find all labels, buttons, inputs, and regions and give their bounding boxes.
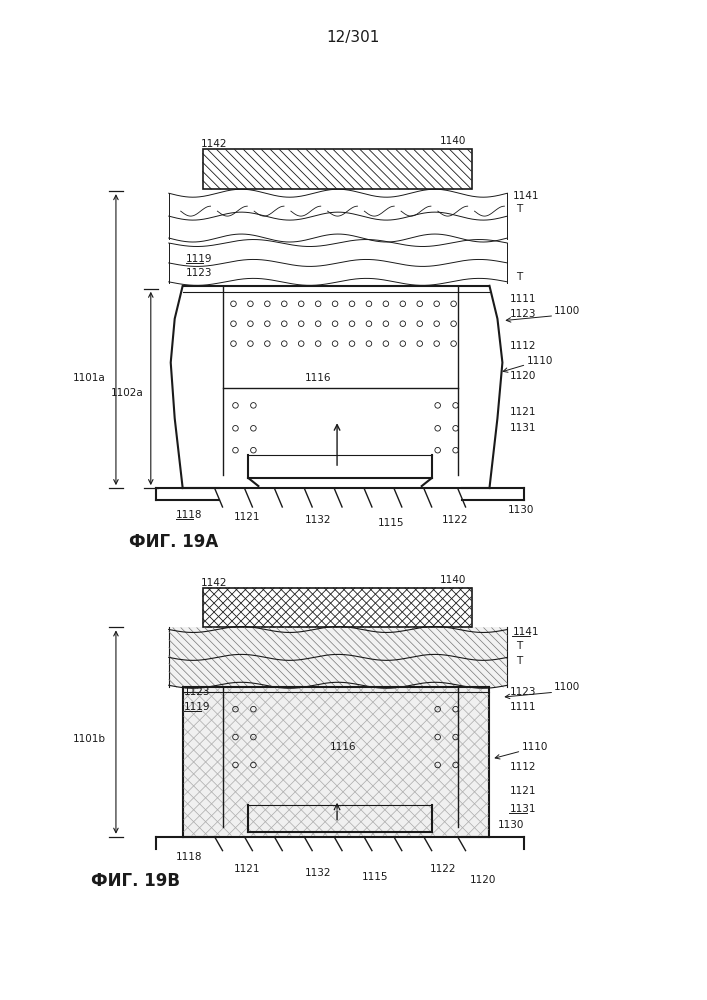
Text: 1100: 1100 <box>554 306 580 316</box>
Text: 1116: 1116 <box>305 373 332 383</box>
Text: 1118: 1118 <box>176 510 202 520</box>
Bar <box>203 149 472 189</box>
Text: ФИГ. 19А: ФИГ. 19А <box>129 533 218 551</box>
Bar <box>169 627 508 687</box>
Text: 1102a: 1102a <box>111 388 144 398</box>
Text: 1119: 1119 <box>184 702 210 712</box>
Text: 1112: 1112 <box>509 762 536 772</box>
Text: 1132: 1132 <box>305 515 332 525</box>
Text: 1131: 1131 <box>509 804 536 814</box>
Text: 1110: 1110 <box>526 356 553 366</box>
Text: 1140: 1140 <box>440 575 466 585</box>
Bar <box>203 588 472 627</box>
Text: 1121: 1121 <box>233 864 260 874</box>
Text: T: T <box>516 641 522 651</box>
Text: 1100: 1100 <box>554 682 580 692</box>
Text: 1123: 1123 <box>509 687 536 697</box>
Text: 1115: 1115 <box>362 872 388 882</box>
Text: 1118: 1118 <box>176 852 202 862</box>
Text: 1115: 1115 <box>378 518 404 528</box>
Text: 1120: 1120 <box>469 875 496 885</box>
Text: 1123: 1123 <box>509 309 536 319</box>
Text: 1130: 1130 <box>508 505 534 515</box>
Text: 1122: 1122 <box>430 864 456 874</box>
Text: 1122: 1122 <box>442 515 468 525</box>
Text: 1116: 1116 <box>330 742 356 752</box>
Text: 1140: 1140 <box>440 136 466 146</box>
Text: 1130: 1130 <box>498 820 524 830</box>
Text: 1141: 1141 <box>513 627 539 637</box>
Text: 1101a: 1101a <box>73 373 106 383</box>
Text: 1121: 1121 <box>233 512 260 522</box>
Text: 1142: 1142 <box>201 578 227 588</box>
Text: 1131: 1131 <box>509 423 536 433</box>
Text: 1111: 1111 <box>509 702 536 712</box>
Text: ФИГ. 19B: ФИГ. 19B <box>91 872 180 890</box>
Text: T: T <box>516 204 522 214</box>
Text: 1101b: 1101b <box>73 734 106 744</box>
Text: T: T <box>516 272 522 282</box>
Text: 12/301: 12/301 <box>327 30 380 45</box>
Text: 1119: 1119 <box>186 254 212 264</box>
Text: 1110: 1110 <box>521 742 548 752</box>
Text: 1123: 1123 <box>186 268 212 278</box>
Text: 1132: 1132 <box>305 868 332 878</box>
Bar <box>184 688 489 836</box>
Text: 1112: 1112 <box>509 341 536 351</box>
Text: 1111: 1111 <box>509 294 536 304</box>
Text: 1142: 1142 <box>201 139 227 149</box>
Text: 1121: 1121 <box>509 786 536 796</box>
Text: 1141: 1141 <box>513 191 539 201</box>
Text: T: T <box>516 656 522 666</box>
Text: 1123: 1123 <box>184 687 210 697</box>
Text: 1120: 1120 <box>509 371 536 381</box>
Text: 1121: 1121 <box>509 407 536 417</box>
